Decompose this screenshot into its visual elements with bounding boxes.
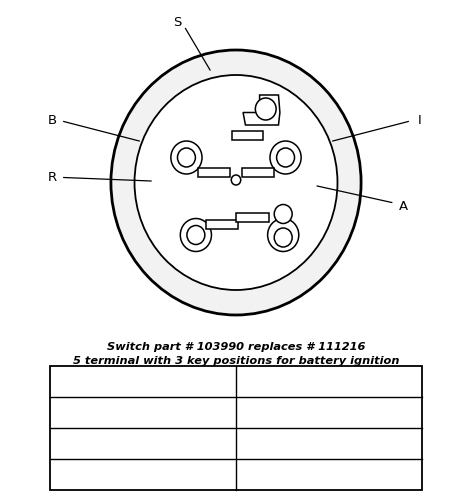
Circle shape — [180, 218, 211, 252]
Circle shape — [177, 148, 195, 167]
Circle shape — [111, 50, 361, 315]
Text: A: A — [399, 200, 408, 212]
Text: S: S — [173, 16, 181, 29]
Circle shape — [274, 204, 292, 224]
Circle shape — [231, 175, 241, 185]
Text: Condition: Condition — [294, 374, 364, 389]
Polygon shape — [242, 168, 274, 177]
Circle shape — [171, 141, 202, 174]
Text: Off: Off — [132, 405, 154, 420]
Polygon shape — [206, 220, 238, 228]
Text: Position: Position — [114, 374, 171, 389]
Polygon shape — [198, 168, 230, 177]
Polygon shape — [243, 95, 280, 125]
Circle shape — [135, 75, 337, 290]
Text: Run: Run — [129, 436, 157, 451]
Circle shape — [274, 228, 292, 247]
Polygon shape — [233, 130, 263, 140]
Text: R: R — [47, 171, 57, 184]
Circle shape — [255, 98, 276, 120]
Circle shape — [270, 141, 301, 174]
Text: Start: Start — [125, 467, 161, 482]
Circle shape — [187, 226, 205, 244]
Circle shape — [268, 218, 299, 252]
Text: 5 terminal with 3 key positions for battery ignition: 5 terminal with 3 key positions for batt… — [73, 356, 399, 366]
Text: Switch part # 103990 replaces # 111216: Switch part # 103990 replaces # 111216 — [107, 342, 365, 352]
Circle shape — [277, 148, 295, 167]
Text: I: I — [418, 114, 422, 126]
Text: None: None — [310, 405, 348, 420]
Text: B: B — [47, 114, 57, 126]
Text: B+S+I+R: B+S+I+R — [294, 467, 364, 482]
Polygon shape — [236, 213, 269, 222]
Text: B+I+A+R: B+I+A+R — [294, 436, 364, 451]
Bar — [50, 366, 422, 490]
